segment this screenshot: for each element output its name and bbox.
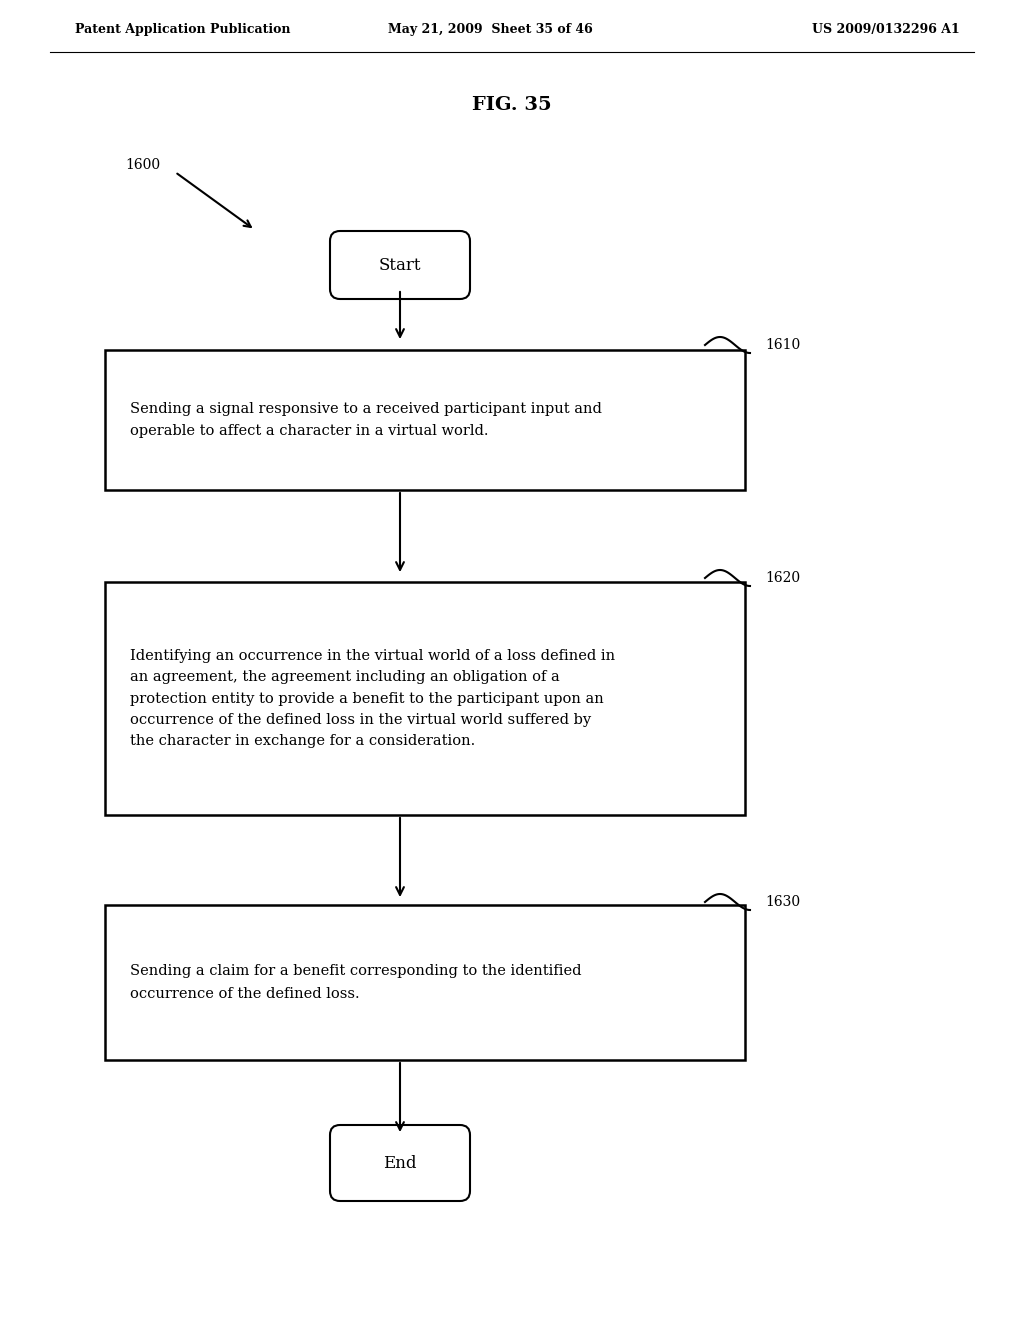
Text: Start: Start xyxy=(379,256,421,273)
Text: End: End xyxy=(383,1155,417,1172)
Text: 1630: 1630 xyxy=(765,895,800,909)
Text: 1620: 1620 xyxy=(765,572,800,585)
FancyBboxPatch shape xyxy=(330,1125,470,1201)
Text: Sending a claim for a benefit corresponding to the identified
occurrence of the : Sending a claim for a benefit correspond… xyxy=(130,964,582,1001)
Text: May 21, 2009  Sheet 35 of 46: May 21, 2009 Sheet 35 of 46 xyxy=(388,24,592,37)
Text: Patent Application Publication: Patent Application Publication xyxy=(75,24,291,37)
Text: Identifying an occurrence in the virtual world of a loss defined in
an agreement: Identifying an occurrence in the virtual… xyxy=(130,649,615,748)
FancyBboxPatch shape xyxy=(105,350,745,490)
Text: FIG. 35: FIG. 35 xyxy=(472,96,552,114)
Text: 1610: 1610 xyxy=(765,338,800,352)
FancyBboxPatch shape xyxy=(330,231,470,300)
Text: 1600: 1600 xyxy=(125,158,160,172)
Text: US 2009/0132296 A1: US 2009/0132296 A1 xyxy=(812,24,961,37)
Text: Sending a signal responsive to a received participant input and
operable to affe: Sending a signal responsive to a receive… xyxy=(130,401,602,438)
FancyBboxPatch shape xyxy=(105,582,745,814)
FancyBboxPatch shape xyxy=(105,906,745,1060)
